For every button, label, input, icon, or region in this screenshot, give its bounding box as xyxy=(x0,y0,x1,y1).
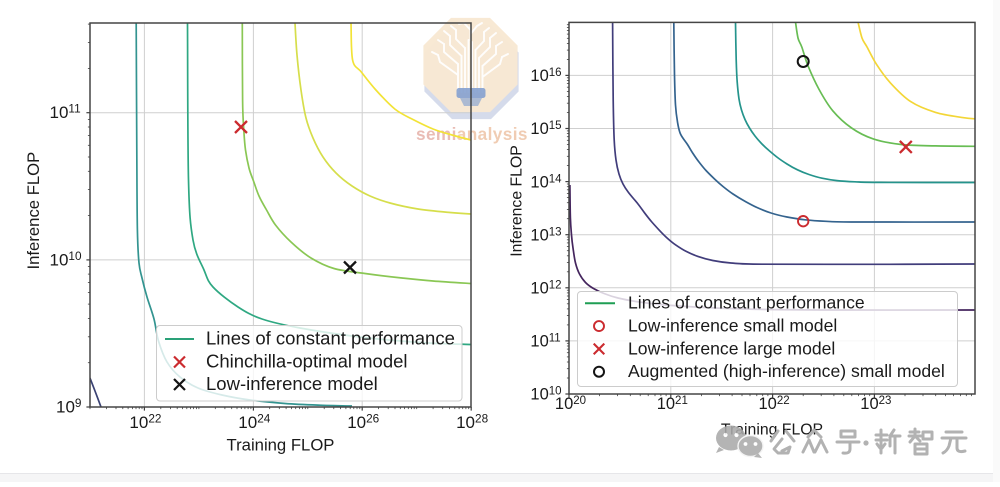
svg-text:Augmented (high-inference) sma: Augmented (high-inference) small model xyxy=(628,361,945,381)
svg-text:Low-inference model: Low-inference model xyxy=(206,373,378,394)
svg-text:Training FLOP: Training FLOP xyxy=(721,422,823,439)
svg-text:Lines of constant performance: Lines of constant performance xyxy=(206,328,455,349)
svg-text:Inference FLOP: Inference FLOP xyxy=(24,152,43,270)
svg-text:Inference FLOP: Inference FLOP xyxy=(509,145,526,257)
svg-text:Training FLOP: Training FLOP xyxy=(227,436,335,455)
svg-text:Lines of constant performance: Lines of constant performance xyxy=(628,293,865,313)
svg-text:Chinchilla-optimal model: Chinchilla-optimal model xyxy=(206,351,408,372)
svg-text:semianalysis: semianalysis xyxy=(416,124,528,144)
svg-text:Low-inference large model: Low-inference large model xyxy=(628,338,835,358)
svg-text:Low-inference small model: Low-inference small model xyxy=(628,316,837,336)
